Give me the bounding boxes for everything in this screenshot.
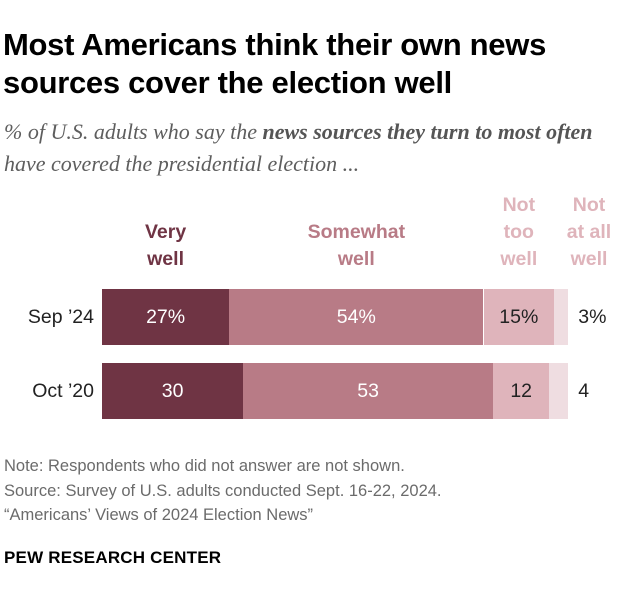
legend-item-0: Very well (144, 221, 187, 270)
data-label: 54% (336, 306, 376, 328)
row-label-0: Sep ’24 (27, 306, 94, 328)
bar-segment (243, 363, 493, 419)
row-label-1: Oct ’20 (32, 380, 94, 402)
data-label-outside: 3% (578, 306, 607, 328)
legend-item-3: Not at all well (566, 194, 612, 270)
data-label: 30 (161, 380, 184, 402)
source-text: Source: Survey of U.S. adults conducted … (4, 481, 442, 500)
data-label: 15% (499, 306, 539, 328)
data-label: 27% (146, 306, 186, 328)
bar-segment (102, 363, 244, 419)
report-title: “Americans’ Views of 2024 Election News” (4, 506, 314, 524)
bar-segment (483, 289, 555, 345)
legend-item-2: Not too well (500, 194, 538, 270)
bar-segment (102, 289, 230, 345)
bar-segment (492, 363, 550, 419)
subtitle-text-2: have covered the presidential election .… (4, 151, 360, 176)
data-label: 12 (510, 380, 533, 402)
chart-notes: Note: Respondents who did not answer are… (4, 454, 442, 528)
brand-logo-text: PEW RESEARCH CENTER (4, 548, 222, 567)
note-text: Note: Respondents who did not answer are… (4, 457, 405, 475)
bar-segment (549, 363, 569, 419)
bar-segment (229, 289, 484, 345)
data-label: 53 (357, 380, 379, 402)
data-label-outside: 4 (578, 380, 590, 402)
subtitle-bold-text: news sources they turn to most often (262, 119, 593, 144)
subtitle-text-1: % of U.S. adults who say the (4, 119, 263, 144)
chart-title: Most Americans think their own news sour… (3, 27, 547, 100)
chart-subtitle: % of U.S. adults who say the news source… (4, 116, 616, 180)
bar-segment (554, 289, 569, 345)
legend-item-1: Somewhat well (307, 221, 406, 270)
